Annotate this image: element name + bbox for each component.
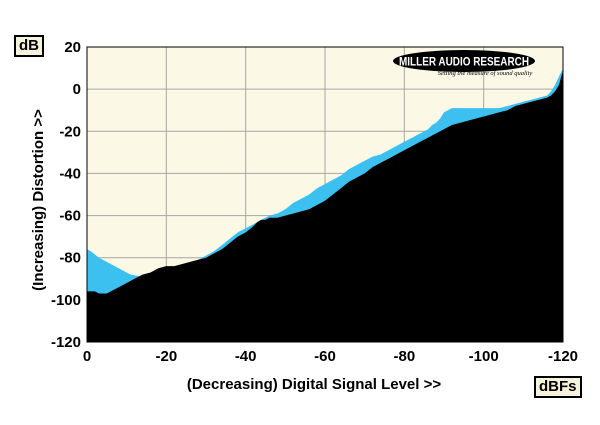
x-unit-label: dBFs — [534, 376, 582, 398]
y-tick-label: -120 — [51, 334, 81, 351]
y-tick-label: 20 — [64, 39, 81, 56]
y-unit-label: dB — [14, 35, 44, 57]
x-tick-label: -80 — [393, 348, 415, 365]
x-tick-label: -120 — [548, 348, 578, 365]
logo-tagline: Setting the measure of sound quality — [438, 70, 533, 77]
logo-ellipse — [393, 50, 535, 72]
y-axis-title: (Increasing) Distortion >> — [30, 109, 47, 291]
logo-text: MILLER AUDIO RESEARCH — [399, 57, 529, 69]
x-tick-label: -100 — [469, 348, 499, 365]
y-tick-label: -20 — [59, 123, 81, 140]
y-tick-label: -40 — [59, 165, 81, 182]
black-series-area — [87, 70, 563, 342]
y-tick-label: -100 — [51, 292, 81, 309]
y-tick-label: 0 — [73, 81, 81, 98]
x-tick-label: -60 — [314, 348, 336, 365]
x-tick-label: -40 — [235, 348, 257, 365]
x-tick-labels: 0 -20 -40 -60 -80 -100 -120 — [83, 348, 578, 365]
x-axis-title: (Decreasing) Digital Signal Level >> — [187, 376, 441, 393]
y-tick-label: -80 — [59, 250, 81, 267]
x-tick-label: 0 — [83, 348, 91, 365]
plot-frame — [86, 46, 564, 343]
y-tick-labels: 20 0 -20 -40 -60 -80 -100 -120 — [51, 39, 81, 351]
brand-logo: MILLER AUDIO RESEARCH Setting the measur… — [393, 50, 535, 77]
y-tick-label: -60 — [59, 208, 81, 225]
x-tick-label: -20 — [155, 348, 177, 365]
